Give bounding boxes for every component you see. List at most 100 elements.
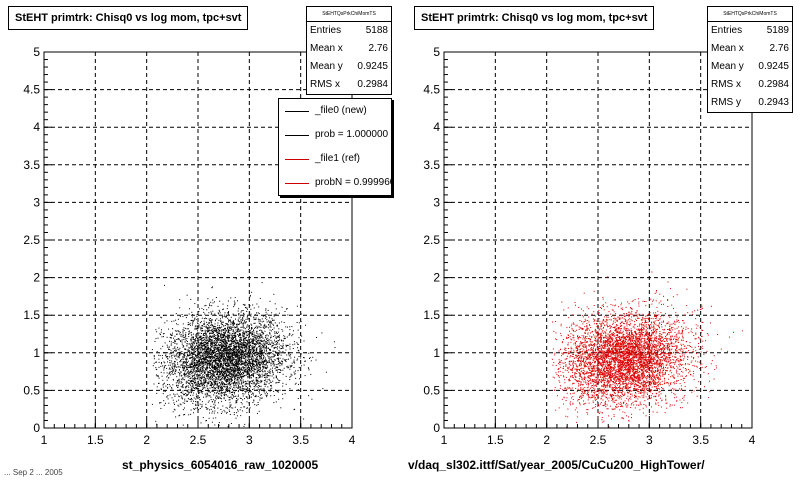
scatter-point <box>249 407 251 409</box>
scatter-point <box>262 362 264 364</box>
scatter-point <box>191 382 193 384</box>
scatter-point <box>248 363 249 365</box>
scatter-point <box>211 340 213 342</box>
scatter-point <box>221 353 223 355</box>
scatter-point <box>233 306 235 308</box>
scatter-point <box>197 349 199 351</box>
scatter-point <box>251 359 253 361</box>
scatter-point <box>215 315 217 316</box>
scatter-point <box>211 387 213 389</box>
scatter-point <box>188 354 190 356</box>
scatter-point <box>248 393 250 395</box>
scatter-point <box>273 377 275 379</box>
scatter-point <box>268 356 269 358</box>
scatter-point <box>193 408 195 409</box>
scatter-point <box>186 343 188 345</box>
scatter-point <box>244 358 245 360</box>
scatter-point <box>203 386 205 388</box>
scatter-point <box>254 355 256 357</box>
scatter-point <box>178 356 180 357</box>
scatter-point <box>211 351 213 353</box>
scatter-point <box>200 351 202 353</box>
scatter-point <box>243 381 245 383</box>
scatter-point <box>243 322 245 324</box>
scatter-point <box>193 375 195 376</box>
scatter-point <box>245 360 246 362</box>
scatter-point <box>263 348 265 350</box>
scatter-point <box>230 378 232 380</box>
scatter-point <box>239 343 241 345</box>
scatter-point <box>291 335 293 337</box>
scatter-point <box>210 396 212 398</box>
scatter-point <box>231 362 233 364</box>
scatter-point <box>287 367 289 369</box>
scatter-point <box>221 378 223 380</box>
scatter-point <box>208 364 210 366</box>
scatter-point <box>296 305 298 307</box>
scatter-point <box>227 317 229 319</box>
scatter-point <box>209 348 211 350</box>
scatter-point <box>211 373 213 375</box>
scatter-point <box>200 367 202 369</box>
scatter-point <box>241 361 243 363</box>
scatter-point <box>225 362 227 364</box>
scatter-point <box>259 345 261 347</box>
scatter-point <box>217 328 219 330</box>
scatter-point <box>263 379 265 381</box>
scatter-point <box>257 387 259 389</box>
scatter-point <box>226 369 228 371</box>
scatter-point <box>228 332 230 334</box>
scatter-point <box>191 359 193 361</box>
scatter-point <box>223 397 225 399</box>
scatter-point <box>232 371 234 373</box>
scatter-point <box>218 341 220 343</box>
scatter-point <box>236 324 237 326</box>
scatter-point <box>227 391 228 392</box>
scatter-point <box>255 343 257 345</box>
scatter-point <box>204 313 206 315</box>
scatter-point <box>246 346 248 347</box>
scatter-point <box>228 321 230 323</box>
scatter-point <box>213 340 215 342</box>
scatter-point <box>277 391 279 393</box>
scatter-point <box>238 356 240 357</box>
scatter-point <box>272 372 274 374</box>
scatter-point <box>227 328 229 329</box>
scatter-point <box>192 372 194 374</box>
scatter-point <box>206 375 208 377</box>
scatter-point <box>242 339 244 341</box>
scatter-point <box>158 366 160 368</box>
scatter-point <box>217 390 218 392</box>
scatter-point <box>234 371 235 373</box>
scatter-point <box>212 350 214 351</box>
scatter-point <box>258 353 260 354</box>
scatter-point <box>212 342 214 344</box>
scatter-point <box>211 325 213 327</box>
scatter-point <box>199 374 201 376</box>
scatter-point <box>195 378 197 380</box>
scatter-point <box>212 358 214 360</box>
scatter-point <box>280 339 282 341</box>
scatter-point <box>260 347 262 349</box>
scatter-point <box>255 353 257 355</box>
scatter-point <box>232 344 234 346</box>
scatter-point <box>264 342 266 344</box>
scatter-point <box>194 376 196 378</box>
scatter-point <box>265 348 267 350</box>
scatter-point <box>251 327 253 329</box>
scatter-point <box>208 357 210 359</box>
scatter-point <box>246 333 248 335</box>
scatter-point <box>189 357 191 359</box>
scatter-point <box>311 398 313 400</box>
scatter-point <box>261 353 262 354</box>
scatter-point <box>177 330 179 332</box>
scatter-point <box>227 378 229 380</box>
scatter-point <box>175 358 177 360</box>
scatter-point <box>201 307 203 309</box>
scatter-point <box>195 387 197 389</box>
scatter-point <box>193 409 195 410</box>
scatter-point <box>240 355 242 357</box>
scatter-point <box>195 393 197 395</box>
scatter-point <box>194 339 196 341</box>
scatter-point <box>213 380 215 382</box>
